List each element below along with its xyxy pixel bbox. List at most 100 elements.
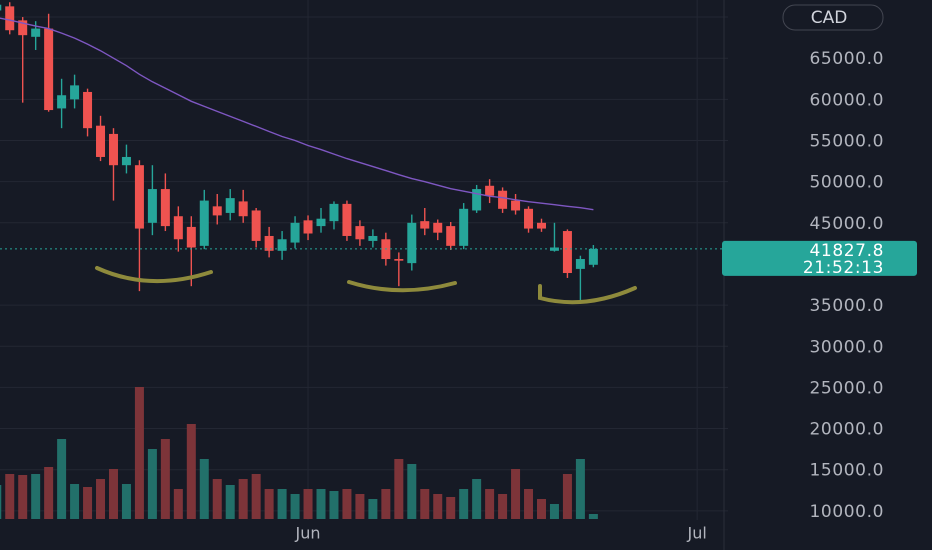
- candle-body: [355, 226, 365, 240]
- candle-body: [134, 165, 144, 229]
- volume-bar: [562, 474, 572, 519]
- candle-body: [588, 248, 598, 265]
- volume-bar: [394, 459, 404, 519]
- volume-bar: [536, 499, 546, 519]
- y-tick-label: 35000.0: [810, 296, 885, 316]
- candle-body: [199, 200, 209, 246]
- candle-body: [316, 218, 326, 227]
- candle-body: [498, 190, 508, 209]
- volume-bar: [83, 487, 93, 519]
- volume-bar: [57, 439, 67, 519]
- y-tick-label: 20000.0: [810, 420, 885, 440]
- volume-bar: [5, 474, 15, 519]
- volume-bar: [511, 469, 521, 519]
- candle-body: [96, 125, 106, 157]
- volume-bar: [0, 485, 2, 519]
- x-tick-label: Jun: [295, 524, 321, 543]
- candle-body: [121, 156, 131, 166]
- y-tick-label: 50000.0: [810, 173, 885, 193]
- candle-body: [251, 210, 261, 241]
- candle-body: [186, 226, 196, 248]
- countdown-label: 21:52:13: [803, 258, 884, 278]
- candle-body: [394, 259, 404, 261]
- candle-body: [70, 85, 80, 100]
- y-tick-label: 15000.0: [810, 461, 885, 481]
- candle-layer: [0, 2, 598, 301]
- volume-bar: [355, 494, 365, 519]
- volume-bar: [225, 485, 235, 519]
- candle-body: [264, 235, 274, 251]
- candle-body: [575, 259, 585, 269]
- volume-bar: [498, 494, 508, 519]
- currency-label: CAD: [811, 8, 848, 28]
- candle-body: [524, 208, 534, 229]
- volume-bar: [277, 489, 287, 519]
- candle-body: [31, 28, 41, 37]
- volume-bar: [121, 484, 131, 519]
- volume-bar: [199, 459, 209, 519]
- candle-body: [368, 235, 378, 241]
- y-tick-label: 65000.0: [810, 49, 885, 69]
- volume-bar: [459, 489, 469, 519]
- volume-bar: [31, 474, 41, 519]
- y-tick-label: 60000.0: [810, 90, 885, 110]
- candle-body: [57, 95, 67, 109]
- annotation-curve: [538, 284, 637, 305]
- volume-bar: [18, 475, 28, 519]
- volume-bar: [342, 489, 352, 519]
- candle-body: [536, 222, 546, 229]
- volume-bar: [329, 491, 339, 519]
- candle-body: [18, 20, 28, 36]
- volume-bar: [368, 499, 378, 519]
- candle-body: [407, 222, 417, 264]
- volume-bar: [290, 494, 300, 519]
- volume-bar: [446, 497, 456, 519]
- y-tick-label: 45000.0: [810, 214, 885, 234]
- y-tick-label: 25000.0: [810, 378, 885, 398]
- candle-body: [5, 6, 15, 31]
- volume-bar: [264, 489, 274, 519]
- y-tick-label: 10000.0: [810, 502, 885, 522]
- volume-bar: [485, 489, 495, 519]
- annotation-curve: [347, 280, 457, 293]
- volume-bar: [238, 479, 248, 519]
- candle-body: [0, 4, 2, 11]
- volume-bar: [524, 489, 534, 519]
- x-tick-label: Jul: [686, 524, 706, 543]
- volume-bar: [186, 424, 196, 519]
- candle-body: [420, 221, 430, 229]
- volume-bar: [96, 479, 106, 519]
- volume-bar: [160, 439, 170, 519]
- volume-bar: [472, 479, 482, 519]
- annotation-curve: [95, 266, 213, 284]
- candle-body: [108, 133, 118, 166]
- candle-body: [290, 222, 300, 243]
- volume-bar: [44, 467, 54, 519]
- candle-body: [472, 189, 482, 211]
- volume-bar: [147, 449, 157, 519]
- volume-bar: [316, 489, 326, 519]
- moving-average: [0, 17, 594, 211]
- candle-body: [173, 216, 183, 240]
- candle-body: [485, 185, 495, 196]
- volume-bar: [303, 489, 313, 519]
- volume-bar: [381, 489, 391, 519]
- candle-body: [212, 206, 222, 216]
- candle-body: [83, 91, 93, 129]
- volume-bar: [173, 489, 183, 519]
- candle-body: [342, 203, 352, 236]
- currency-badge: [782, 4, 884, 31]
- candle-body: [562, 231, 572, 274]
- volume-bar: [108, 469, 118, 519]
- candle-body: [446, 226, 456, 246]
- candle-body: [459, 208, 469, 246]
- y-tick-label: 55000.0: [810, 132, 885, 152]
- volume-bar: [212, 479, 222, 519]
- last-price-box: [722, 240, 917, 276]
- volume-bar: [134, 387, 144, 519]
- volume-bar: [549, 504, 559, 519]
- volume-bar: [251, 474, 261, 519]
- volume-bar: [588, 514, 598, 519]
- candle-body: [44, 28, 54, 111]
